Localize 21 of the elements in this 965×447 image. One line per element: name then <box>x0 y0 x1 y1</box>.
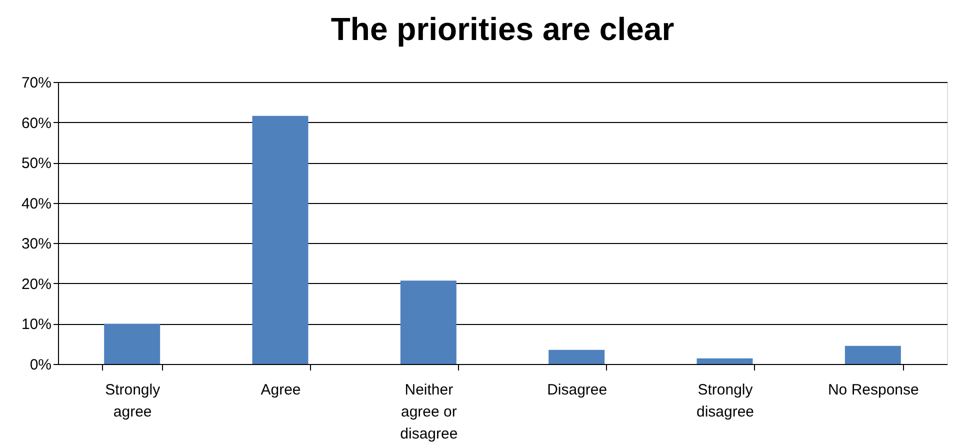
bar <box>400 280 456 364</box>
y-tick-label: 10% <box>21 316 52 334</box>
y-tick-label: 20% <box>21 276 52 293</box>
x-tick-label: Neither agree or disagree <box>400 382 458 442</box>
x-tick-label: No Response <box>828 382 919 398</box>
y-tick-label: 40% <box>21 195 52 212</box>
bar <box>696 358 753 364</box>
bar <box>844 346 901 364</box>
y-tick-label: 60% <box>21 114 52 132</box>
x-tick-label: Strongly disagree <box>696 382 754 420</box>
y-tick-label: 70% <box>21 74 52 92</box>
y-tick-label: 0% <box>30 356 52 374</box>
bar <box>548 350 605 364</box>
bar <box>104 324 160 364</box>
x-tick-label: Agree <box>260 382 301 398</box>
y-tick-label: 50% <box>21 155 52 172</box>
y-tick-label: 30% <box>21 236 52 253</box>
chart-title: The priorities are clear <box>330 11 674 47</box>
bar <box>252 116 308 364</box>
x-tick-label: Strongly agree <box>105 382 161 420</box>
x-tick-label: Disagree <box>547 382 608 398</box>
